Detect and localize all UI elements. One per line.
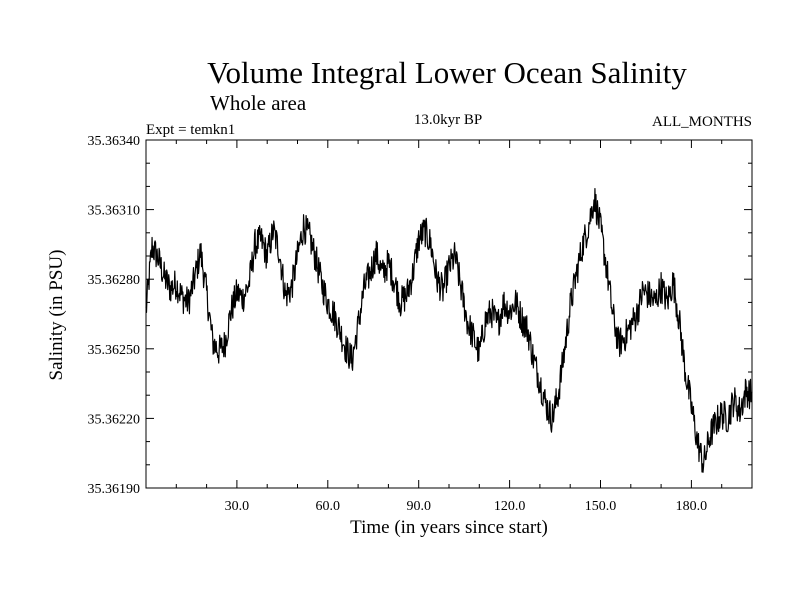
y-tick-label: 35.36340 [88, 134, 141, 149]
x-tick-label: 90.0 [406, 499, 431, 514]
y-tick-label: 35.36220 [88, 412, 141, 427]
months-label: ALL_MONTHS [652, 114, 752, 130]
plot-area [145, 139, 753, 489]
y-tick-label: 35.36310 [88, 204, 141, 219]
x-tick-label: 30.0 [225, 499, 250, 514]
x-axis-ticks: 30.0 60.0 90.0 120.0 150.0 180.0 [175, 140, 723, 514]
y-axis-ticks: 35.36190 35.36220 35.36250 35.36280 35.36310… [88, 134, 752, 497]
y-tick-label: 35.36280 [88, 273, 141, 288]
y-axis-label: Salinity (in PSU) [46, 250, 67, 381]
period-label: 13.0kyr BP [414, 112, 482, 128]
experiment-label: Expt = temkn1 [146, 122, 235, 138]
x-axis-label: Time (in years since start) [350, 517, 548, 538]
series-line [145, 187, 753, 473]
x-tick-label: 150.0 [585, 499, 617, 514]
plot-frame [145, 139, 753, 489]
chart-title: Volume Integral Lower Ocean Salinity [207, 55, 687, 90]
y-tick-label: 35.36190 [88, 482, 141, 497]
x-tick-label: 180.0 [676, 499, 708, 514]
y-tick-label: 35.36250 [88, 343, 141, 358]
x-tick-label: 60.0 [316, 499, 341, 514]
chart-subtitle: Whole area [210, 91, 307, 115]
x-tick-label: 120.0 [494, 499, 526, 514]
